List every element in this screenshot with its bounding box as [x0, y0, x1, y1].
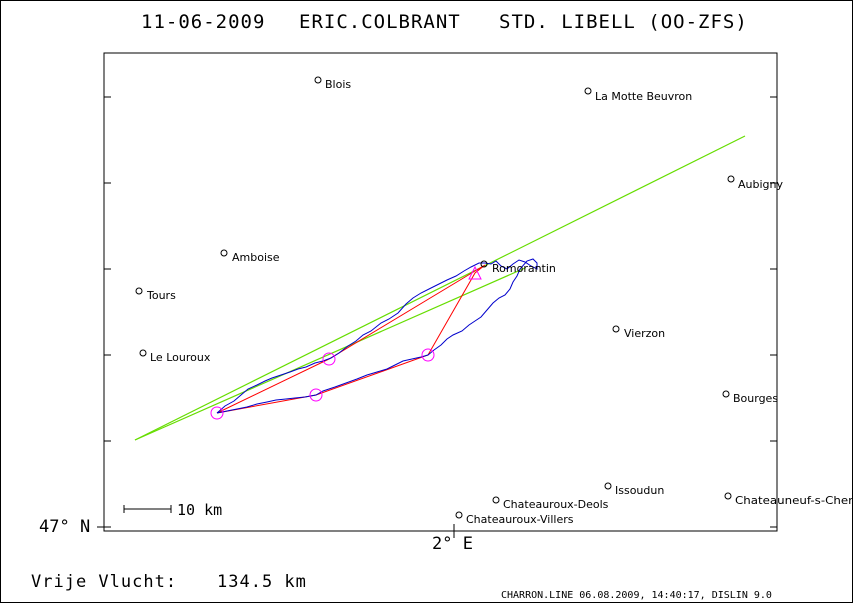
pilot-name: ERIC.COLBRANT	[299, 11, 461, 33]
lat-ticks	[97, 96, 111, 528]
turnpoint-2	[309, 388, 323, 402]
town-bourges: Bourges	[733, 392, 778, 405]
town-blois: Blois	[325, 78, 351, 91]
flight-type-label: Vrije Vlucht:	[31, 572, 177, 592]
flight-distance: 134.5 km	[217, 572, 307, 592]
town-aubigny: Aubigny	[738, 178, 783, 191]
town-le-louroux: Le Louroux	[150, 351, 211, 364]
town-la-motte-beuvron: La Motte Beuvron	[595, 90, 692, 103]
turnpoint-1	[322, 352, 336, 366]
town-chateauroux-deols: Chateauroux-Deols	[503, 498, 609, 511]
turnpoint-start	[210, 406, 224, 420]
town-issoudun: Issoudun	[615, 484, 664, 497]
glider-name: STD. LIBELL (OO-ZFS)	[499, 11, 748, 33]
lat-label: 47° N	[39, 517, 90, 537]
turnpoints	[210, 265, 482, 420]
turnpoint-3	[421, 348, 435, 362]
town-amboise: Amboise	[232, 251, 280, 264]
town-chateauroux-villers: Chateauroux-Villers	[466, 513, 574, 526]
right-ticks	[770, 96, 777, 528]
scale-bar-label: 10 km	[177, 501, 222, 519]
finish-triangle-marker	[468, 265, 482, 280]
towns	[135, 76, 735, 519]
software-credit: CHARRON.LINE 06.08.2009, 14:40:17, DISLI…	[501, 590, 772, 601]
scale-bar: 10 km	[123, 501, 222, 519]
town-chateauneuf: Chateauneuf-s-Cher	[735, 494, 853, 507]
map-frame	[103, 52, 778, 532]
lon-label: 2° E	[432, 534, 473, 554]
flight-date: 11-06-2009	[141, 11, 265, 33]
town-vierzon: Vierzon	[624, 327, 665, 340]
task-legs	[216, 264, 486, 414]
town-romorantin: Romorantin	[492, 262, 556, 275]
gps-track	[216, 258, 538, 414]
finish-sector	[134, 135, 746, 441]
town-tours: Tours	[146, 289, 176, 302]
